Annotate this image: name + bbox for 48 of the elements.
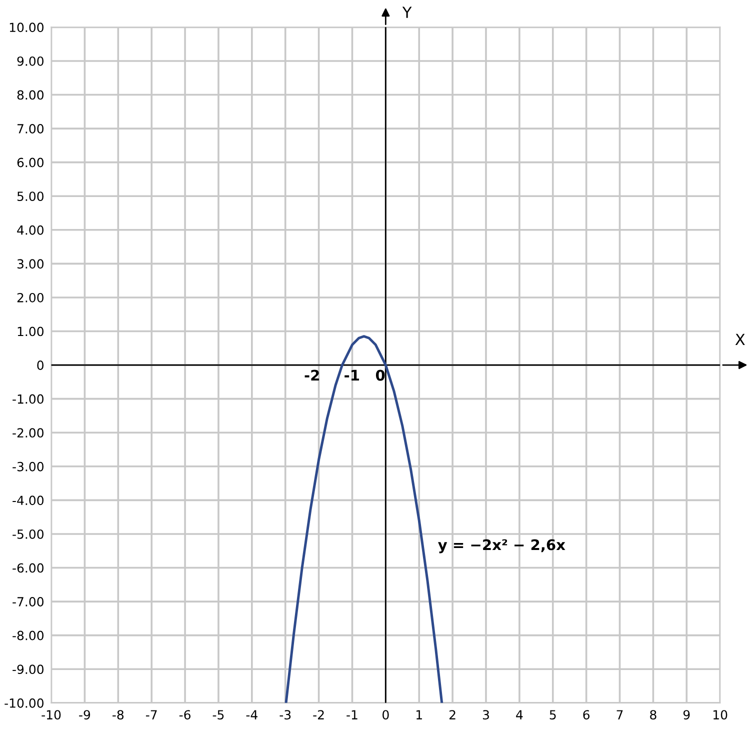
x-tick-label: -4 bbox=[246, 710, 258, 720]
x-tick-label: -5 bbox=[212, 710, 224, 720]
y-tick-label: -4.00 bbox=[12, 496, 44, 506]
x-tick-label: 3 bbox=[482, 710, 489, 720]
y-tick-label: -6.00 bbox=[12, 563, 44, 573]
x-tick-label: -1 bbox=[346, 710, 358, 720]
x-tick-label: -3 bbox=[280, 710, 291, 720]
x-tick-label: -9 bbox=[79, 710, 90, 720]
x-tick-label: -2 bbox=[313, 710, 324, 720]
y-tick-label: 1.00 bbox=[18, 326, 44, 336]
annotation: -2 bbox=[304, 370, 319, 381]
x-tick-label: 0 bbox=[382, 710, 389, 720]
x-tick-label: 2 bbox=[449, 710, 456, 720]
y-tick-label: 3.00 bbox=[17, 259, 44, 269]
x-tick-label: -6 bbox=[179, 710, 190, 720]
annotation: -1 bbox=[344, 370, 359, 381]
x-tick-label: 5 bbox=[550, 710, 556, 720]
y-tick-label: -3.00 bbox=[12, 462, 44, 472]
y-tick-label: -5.00 bbox=[12, 529, 44, 539]
x-tick-label: 10 bbox=[713, 710, 728, 720]
y-tick-label: 2.00 bbox=[17, 292, 44, 302]
y-tick-label: -1.00 bbox=[12, 394, 44, 404]
x-tick-label: 4 bbox=[516, 710, 523, 720]
annotation: y = −2x² − 2,6x bbox=[438, 539, 566, 554]
y-tick-label: 10.00 bbox=[10, 22, 44, 32]
x-tick-label: 9 bbox=[683, 710, 690, 720]
y-axis-title: Y bbox=[402, 6, 412, 18]
x-tick-label: -7 bbox=[146, 710, 157, 720]
y-tick-label: 8.00 bbox=[17, 90, 44, 100]
x-tick-label: 1 bbox=[416, 710, 422, 720]
x-tick-label: -10 bbox=[42, 710, 61, 720]
y-tick-label: -7.00 bbox=[12, 597, 44, 606]
y-tick-label: 6.00 bbox=[17, 158, 44, 168]
y-tick-label: 7.00 bbox=[18, 124, 44, 134]
y-tick-label: 9.00 bbox=[17, 56, 44, 66]
y-tick-label: 4.00 bbox=[17, 225, 44, 235]
x-tick-label: 8 bbox=[650, 710, 656, 720]
y-tick-label: -2.00 bbox=[12, 428, 44, 438]
y-tick-label: -9.00 bbox=[12, 664, 44, 674]
x-tick-label: 7 bbox=[616, 710, 623, 720]
annotation: 0 bbox=[376, 370, 385, 381]
x-tick-label: -8 bbox=[112, 710, 124, 720]
y-tick-label: -10.00 bbox=[4, 698, 44, 708]
x-tick-label: 6 bbox=[583, 710, 590, 720]
y-tick-label: 5.00 bbox=[17, 192, 44, 202]
y-tick-label: -8.00 bbox=[12, 630, 44, 640]
y-tick-label: 0 bbox=[37, 360, 44, 370]
x-axis-title: X bbox=[735, 334, 745, 345]
